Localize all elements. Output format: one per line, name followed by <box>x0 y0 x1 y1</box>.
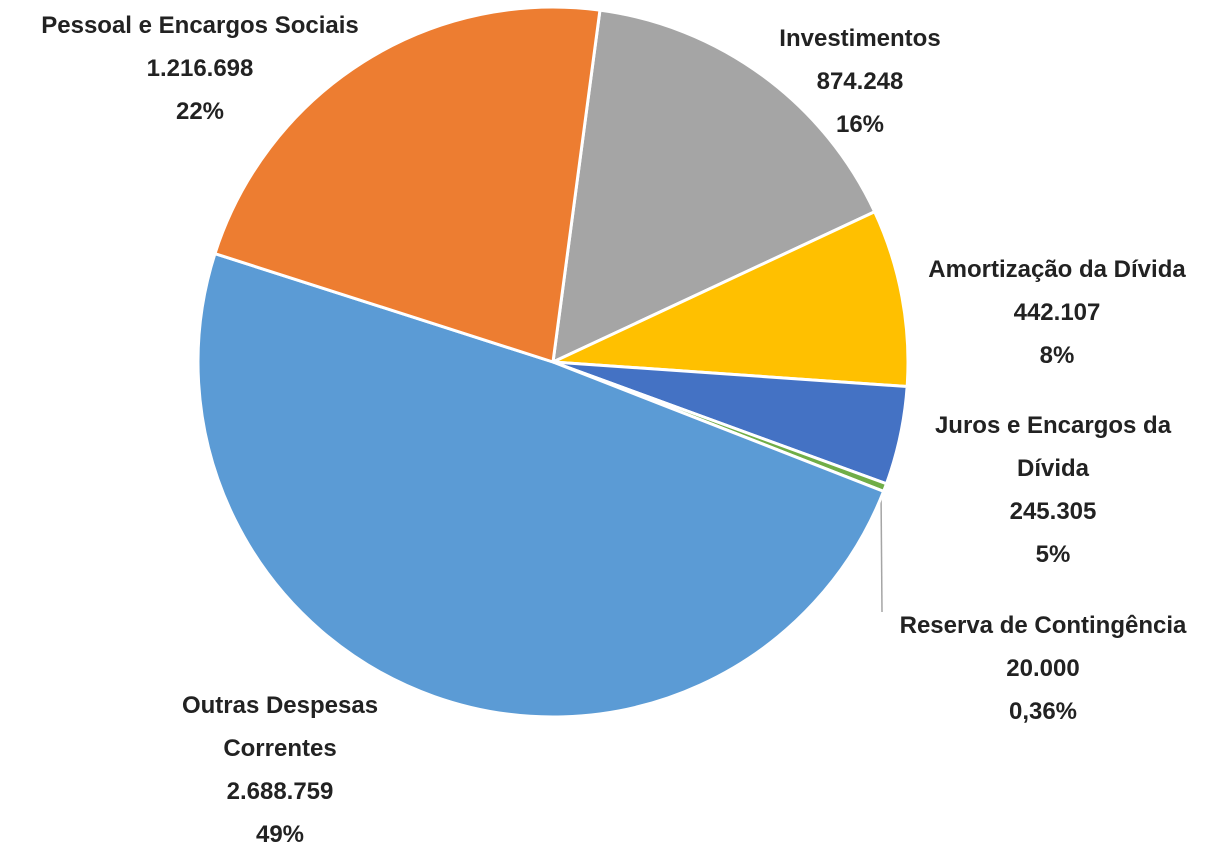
data-label: Reserva de Contingência 20.000 0,36% <box>863 604 1223 733</box>
value-label: 20.000 <box>1006 655 1080 682</box>
percent-label: 16% <box>835 111 885 138</box>
percent-label: 49% <box>255 821 305 848</box>
category-label: Pessoal e Encargos Sociais <box>41 12 359 39</box>
category-label: Investimentos <box>779 25 941 52</box>
category-label: Reserva de Contingência <box>899 612 1187 639</box>
value-label: 1.216.698 <box>146 55 254 82</box>
category-label: Outras Despesas Correntes <box>181 692 379 762</box>
pie-slice <box>196 251 886 719</box>
value-label: 874.248 <box>816 68 904 95</box>
percent-label: 5% <box>1035 541 1071 568</box>
data-label: Amortização da Dívida 442.107 8% <box>892 248 1222 377</box>
value-label: 2.688.759 <box>226 778 334 805</box>
percent-label: 8% <box>1039 342 1075 369</box>
pie-slice <box>551 8 877 365</box>
percent-label: 22% <box>175 98 225 125</box>
data-label: Investimentos 874.248 16% <box>730 17 990 146</box>
leader-line <box>880 489 883 613</box>
category-label: Amortização da Dívida <box>928 256 1186 283</box>
category-label: Juros e Encargos da Dívida <box>934 412 1172 482</box>
value-label: 442.107 <box>1013 299 1101 326</box>
data-label: Outras Despesas Correntes 2.688.759 49% <box>150 684 410 856</box>
value-label: 245.305 <box>1009 498 1097 525</box>
pie-slice <box>213 5 602 364</box>
data-label: Pessoal e Encargos Sociais 1.216.698 22% <box>10 4 390 133</box>
data-label: Juros e Encargos da Dívida 245.305 5% <box>903 404 1203 576</box>
pie-slice <box>547 209 910 389</box>
percent-label: 0,36% <box>1008 698 1078 725</box>
